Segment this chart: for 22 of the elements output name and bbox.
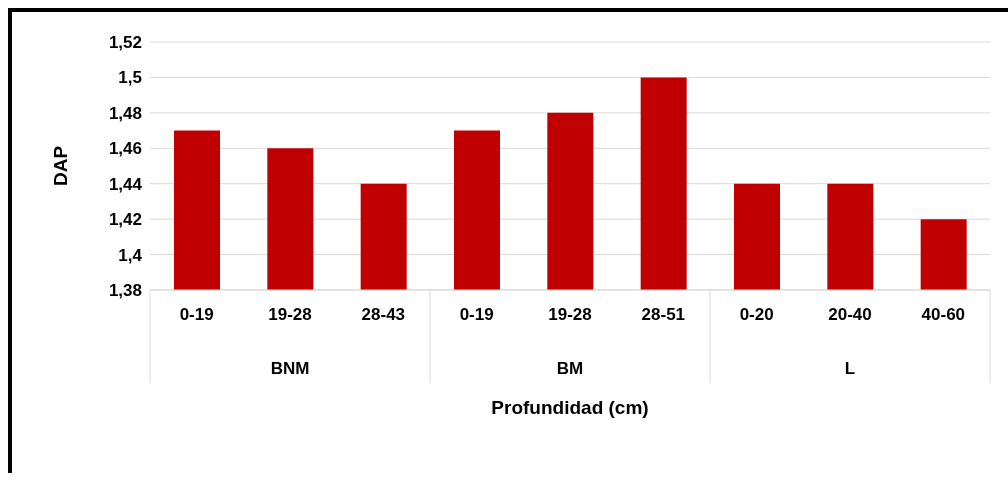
- text: L: [844, 359, 856, 378]
- x-axis-title: Profundidad (cm): [491, 397, 649, 418]
- y-tick-label: 1,46: [108, 139, 142, 159]
- x-tick-label: 28-51: [641, 305, 686, 325]
- text: BNM: [270, 359, 310, 378]
- x-tick-label: 20-40: [828, 305, 872, 325]
- y-tick-label: 1,5: [118, 68, 142, 88]
- y-tick-label: 1,44: [108, 174, 143, 194]
- y-axis-title: DAP: [49, 145, 71, 187]
- x-tick-label: 0-20: [739, 305, 774, 325]
- y-tick-label: 1,42: [108, 210, 142, 230]
- x-tick-label: 0-19: [179, 305, 214, 325]
- text: BM: [556, 359, 584, 378]
- x-tick-label: 28-43: [361, 305, 406, 325]
- y-tick-label: 1,38: [108, 281, 142, 301]
- y-tick-label: 1,52: [108, 33, 142, 53]
- x-tick-label: 19-28: [548, 305, 592, 325]
- x-tick-label: 19-28: [268, 305, 312, 325]
- x-tick-label: 0-19: [459, 305, 494, 325]
- x-tick-label: 40-60: [921, 305, 966, 325]
- y-tick-label: 1,48: [108, 103, 142, 123]
- y-tick-label: 1,4: [118, 245, 143, 265]
